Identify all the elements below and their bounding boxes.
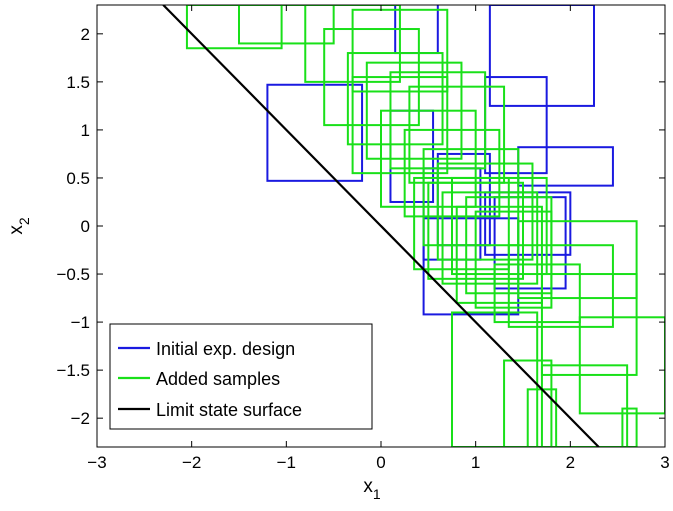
series-1-box-17	[413, 176, 510, 271]
y-tick-label: 1	[81, 121, 90, 140]
x-tick-label: −2	[182, 453, 201, 472]
legend: Initial exp. design Added samples Limit …	[109, 323, 373, 430]
y-tick-label: 0	[81, 217, 90, 236]
series-1-box-0	[185, 5, 283, 50]
series-1-box-3	[351, 8, 449, 93]
x-axis-label: x1	[363, 476, 381, 502]
x-tick-label: 1	[471, 453, 480, 472]
x-tick-label: 2	[566, 453, 575, 472]
y-tick-label: −2	[71, 409, 90, 428]
y-tick-label: 2	[81, 25, 90, 44]
legend-label-initial-design: Initial exp. design	[156, 339, 295, 359]
series-1-box-23	[517, 220, 638, 300]
series-2	[162, 5, 600, 447]
series-1-box-18	[441, 191, 539, 285]
series-1-box-29	[451, 311, 539, 447]
axes: −3 −2 −1 0 1 2 3 2 1.5 1 0.5 0 −0.5 −1 −1.5 −2	[56, 5, 670, 472]
x-tick-label: 3	[660, 453, 669, 472]
legend-label-added-samples: Added samples	[156, 369, 280, 389]
legend-box	[109, 323, 373, 430]
x-tick-label: −3	[87, 453, 106, 472]
series-1-box-9	[351, 76, 449, 175]
series-1-box-5	[346, 52, 444, 146]
y-tick-label: 0.5	[66, 169, 90, 188]
y-tick-label: −1.5	[56, 361, 90, 380]
x-tick-label: −1	[277, 453, 296, 472]
y-axis-label: x2	[6, 217, 32, 235]
legend-label-limit-state: Limit state surface	[156, 400, 302, 420]
series-1-box-24	[540, 273, 638, 376]
series-1-box-19	[455, 205, 543, 304]
series-0-box-0	[266, 83, 364, 182]
series-1-box-1	[238, 5, 335, 45]
series-0-box-2	[488, 5, 595, 107]
x-tick-label: 0	[376, 453, 385, 472]
limit-state-line	[162, 5, 600, 447]
y-tick-label: −1	[71, 313, 90, 332]
y-tick-label: −0.5	[56, 265, 90, 284]
series-1-box-20	[474, 210, 553, 309]
series-1-box-21	[507, 244, 614, 328]
series-1-box-28	[621, 407, 638, 447]
y-tick-label: 1.5	[66, 73, 90, 92]
